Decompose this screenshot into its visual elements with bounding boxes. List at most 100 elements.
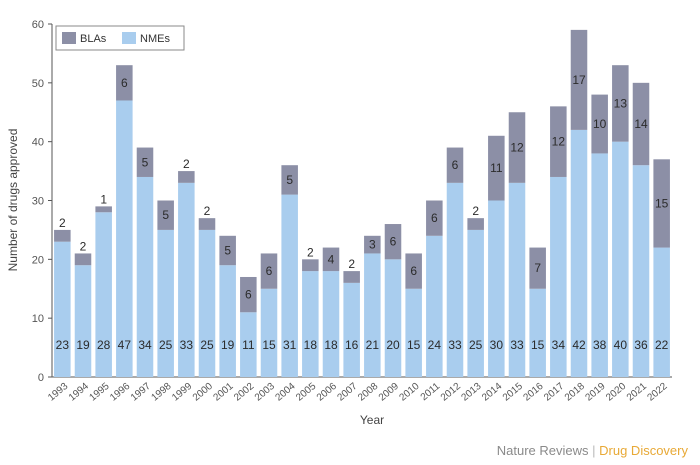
bars: 2321922814763452553322521951161563151821… [54,29,670,377]
credit-separator: | [592,443,596,458]
data-label-nme: 18 [304,338,318,352]
bar-bla [426,200,443,236]
bar-nme [302,271,319,377]
bar-bla [260,253,278,289]
bar-bla [322,247,340,272]
x-tick-label: 2000 [191,381,215,404]
bar-bla [508,112,526,183]
bar-bla [240,276,257,313]
data-label-nme: 15 [262,338,276,352]
x-tick-label: 2016 [521,381,545,404]
bar-nme [240,312,257,377]
data-label-nme: 25 [159,338,173,352]
data-label-bla: 6 [266,264,273,278]
bar-nme [508,182,526,377]
data-label-bla: 6 [121,76,128,90]
data-label-bla: 1 [100,192,107,206]
data-label-bla: 11 [490,161,503,175]
bar-nme [405,288,422,377]
data-label-bla: 5 [224,244,231,258]
bar-bla [632,82,650,166]
data-label-bla: 2 [204,204,211,218]
data-label-bla: 4 [328,252,335,266]
bar-nme [116,100,133,377]
data-label-nme: 28 [97,338,111,352]
data-label-bla: 12 [552,135,566,149]
data-label-bla: 17 [572,73,586,87]
x-tick-label: 2013 [459,381,483,404]
bar-nme [591,153,608,377]
y-tick-label: 10 [32,313,44,325]
x-tick-label: 1998 [149,381,173,404]
bar-nme [198,229,216,377]
bar-nme [260,288,278,377]
bar-nme [54,241,71,377]
credit-publisher: Nature Reviews [496,443,589,458]
x-tick-label: 2008 [356,381,380,404]
data-label-nme: 15 [407,338,421,352]
bar-bla [302,259,319,272]
x-tick-label: 2003 [253,381,277,404]
data-label-bla: 5 [142,155,149,169]
x-tick-label: 2011 [419,381,443,404]
y-axis-label: Number of drugs approved [6,129,20,272]
data-label-nme: 38 [593,338,607,352]
bar-bla [198,218,216,230]
x-tick-label: 2019 [583,381,607,404]
y-tick-label: 30 [32,196,44,208]
data-label-bla: 3 [369,238,376,252]
bar-nme [446,182,464,377]
bar-nme [426,235,443,377]
bar-bla [488,135,505,201]
x-tick-label: 2005 [294,381,318,404]
legend-box [55,25,185,51]
bar-nme [219,265,236,377]
credit-journal: Drug Discovery [599,443,688,458]
data-label-nme: 15 [531,338,545,352]
data-label-nme: 19 [76,338,90,352]
data-label-nme: 25 [200,338,214,352]
y-tick-label: 40 [32,137,44,149]
bar-bla [281,165,298,195]
bar-bla [343,271,360,283]
x-tick-label: 2012 [439,381,463,404]
bar-bla [550,106,567,177]
bar-bla [612,65,629,142]
bar-bla [95,206,112,213]
x-tick-label: 2007 [335,381,359,404]
data-label-nme: 19 [221,338,235,352]
x-tick-label: 2001 [211,381,235,404]
y-tick-label: 50 [32,78,44,90]
bar-bla [384,224,402,260]
bar-nme [467,229,484,377]
data-label-bla: 6 [390,235,397,249]
bar-nme [612,141,629,377]
legend-swatch [62,32,76,44]
x-tick-label: 2004 [273,381,297,404]
y-tick-label: 60 [32,19,44,31]
data-label-nme: 47 [118,338,132,352]
legend-swatch [122,32,136,44]
bar-bla [136,147,154,177]
bar-nme [157,229,174,377]
x-axis-label: Year [360,413,384,427]
bar-nme [343,282,360,377]
bar-bla [529,247,546,289]
data-label-nme: 30 [490,338,504,352]
bar-bla [467,218,484,230]
data-label-bla: 6 [245,288,252,302]
bar-nme [632,165,650,377]
y-tick-label: 20 [32,254,44,266]
x-tick-label: 2018 [563,381,587,404]
data-label-nme: 36 [634,338,648,352]
data-label-bla: 6 [431,211,438,225]
y-axis: 0 10 20 30 40 50 60 [32,19,53,384]
bar-nme [384,259,402,377]
bar-nme [74,265,92,377]
x-tick-label: 1994 [67,381,91,404]
data-label-bla: 2 [183,157,190,171]
x-tick-label: 2022 [645,381,669,404]
data-label-nme: 25 [469,338,483,352]
data-label-nme: 23 [56,338,70,352]
